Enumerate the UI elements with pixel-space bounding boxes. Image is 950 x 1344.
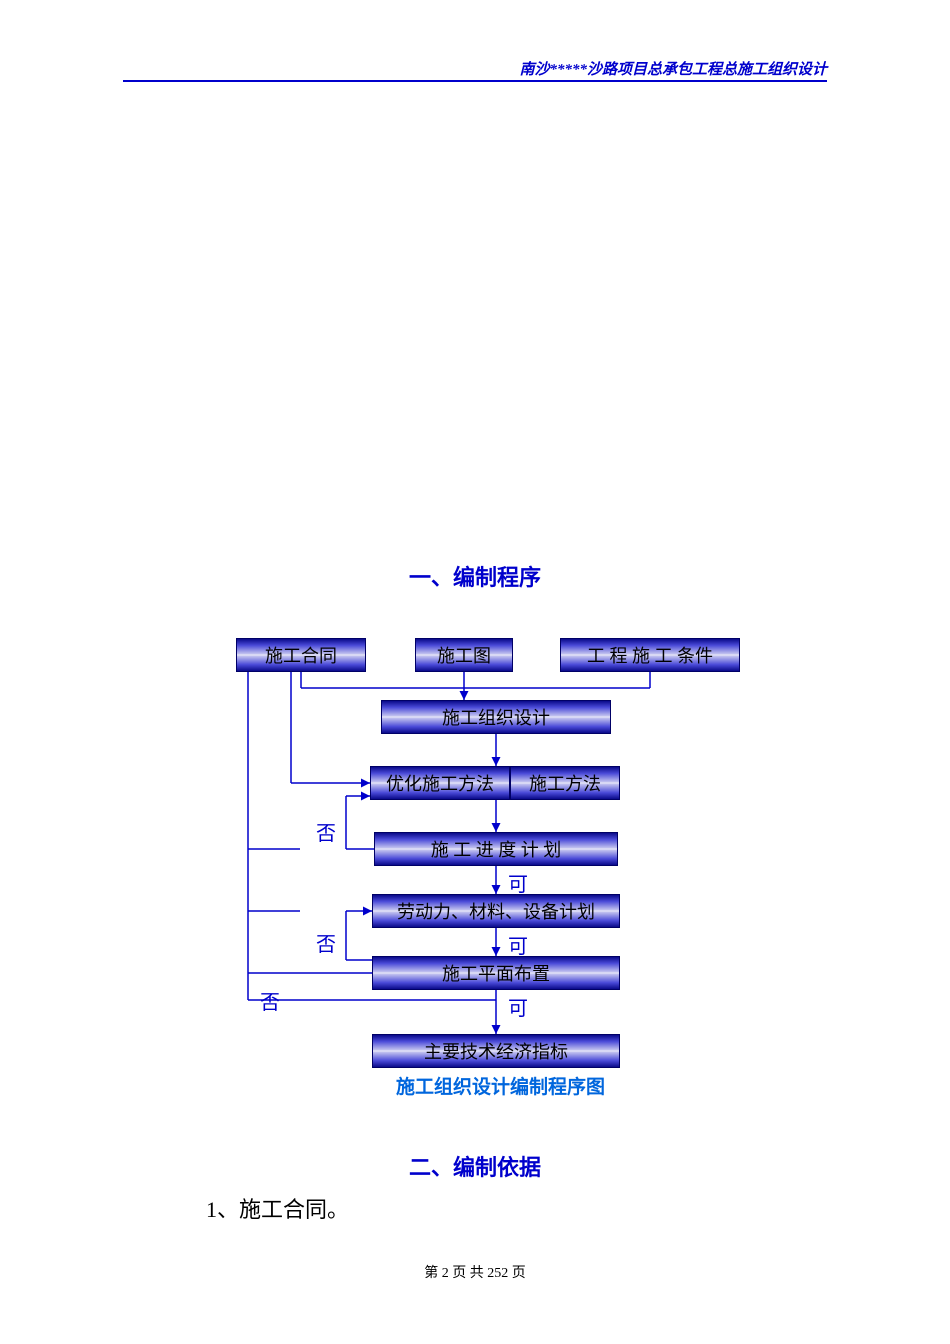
- node-layout: 施工平面布置: [372, 956, 620, 990]
- label-no-2: 否: [316, 928, 336, 957]
- label-no-3: 否: [260, 986, 280, 1015]
- flowchart: 施工合同 施工图 工 程 施 工 条件 施工组织设计 优化施工方法 施工方法 施…: [0, 0, 950, 1344]
- body-item-1: 1、施工合同。: [206, 1192, 349, 1224]
- label-no-1: 否: [316, 817, 336, 846]
- node-org-design: 施工组织设计: [381, 700, 611, 734]
- node-resources: 劳动力、材料、设备计划: [372, 894, 620, 928]
- flowchart-caption: 施工组织设计编制程序图: [396, 1072, 605, 1099]
- node-optimize-method: 优化施工方法: [370, 766, 510, 800]
- node-method: 施工方法: [510, 766, 620, 800]
- node-indicators: 主要技术经济指标: [372, 1034, 620, 1068]
- label-yes-1: 可: [508, 868, 528, 897]
- node-drawings: 施工图: [415, 638, 513, 672]
- flowchart-edges: [0, 0, 950, 1344]
- label-yes-3: 可: [508, 992, 528, 1021]
- section-2-heading: 二、编制依据: [0, 1150, 950, 1182]
- node-contract: 施工合同: [236, 638, 366, 672]
- node-schedule: 施 工 进 度 计 划: [374, 832, 618, 866]
- node-conditions: 工 程 施 工 条件: [560, 638, 740, 672]
- page-footer: 第 2 页 共 252 页: [0, 1262, 950, 1282]
- label-yes-2: 可: [508, 930, 528, 959]
